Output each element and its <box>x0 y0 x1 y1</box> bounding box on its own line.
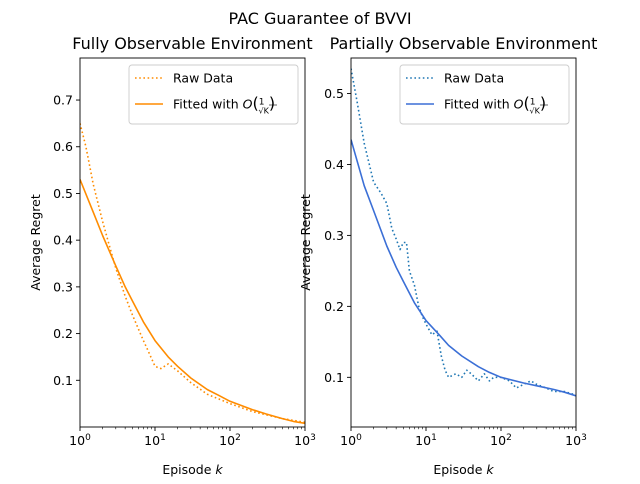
figure-suptitle: PAC Guarantee of BVVI <box>228 9 411 28</box>
x-tick-label: 102 <box>219 433 241 448</box>
legend-box <box>399 64 570 125</box>
y-tick-label: 0.5 <box>53 186 73 201</box>
chart-title: Fully Observable Environment <box>72 34 312 53</box>
x-tick-label: 103 <box>294 433 316 448</box>
y-tick-label: 0.3 <box>324 228 344 243</box>
y-tick-label: 0.7 <box>53 93 73 108</box>
chart-panel-2: Partially Observable Environment 100 101 10… <box>298 34 597 477</box>
legend-label: Raw Data <box>173 71 233 86</box>
legend-box <box>128 64 299 125</box>
y-tick-label: 0.4 <box>324 157 344 172</box>
y-axis-label: Average Regret <box>298 194 313 291</box>
fitted-line <box>351 139 576 397</box>
x-tick-label: 103 <box>565 433 587 448</box>
y-tick-label: 0.1 <box>324 370 344 385</box>
legend: Raw Data Fitted with O(1 √K) <box>399 64 570 125</box>
y-axis-label: Average Regret <box>28 194 43 291</box>
raw-data-line <box>351 68 576 396</box>
chart-panel-1: Fully Observable Environment 100 101 102 103… <box>28 34 316 477</box>
y-tick-label: 0.2 <box>53 326 73 341</box>
y-tick-label: 0.1 <box>53 373 73 388</box>
y-tick-label: 0.4 <box>53 233 73 248</box>
x-tick-label: 101 <box>144 433 166 448</box>
x-axis-label: Episode k <box>433 462 494 477</box>
fitted-line <box>80 179 305 425</box>
x-tick-label: 100 <box>69 433 91 448</box>
x-tick-label: 102 <box>490 433 512 448</box>
legend-label: Fitted with O(1 √K) <box>444 94 546 116</box>
legend-label: Raw Data <box>444 71 504 86</box>
x-tick-label: 101 <box>415 433 437 448</box>
y-tick-label: 0.6 <box>53 139 73 154</box>
legend: Raw Data Fitted with O(1 √K) <box>128 64 299 125</box>
y-tick-label: 0.5 <box>324 86 344 101</box>
axes-frame <box>79 57 306 428</box>
x-axis-label: Episode k <box>162 462 223 477</box>
chart-title: Partially Observable Environment <box>330 34 598 53</box>
y-tick-label: 0.2 <box>324 299 344 314</box>
x-tick-label: 100 <box>340 433 362 448</box>
legend-label: Fitted with O(1 √K) <box>173 94 275 116</box>
raw-data-line <box>80 123 305 424</box>
y-tick-label: 0.3 <box>53 279 73 294</box>
axes-frame <box>350 57 577 428</box>
